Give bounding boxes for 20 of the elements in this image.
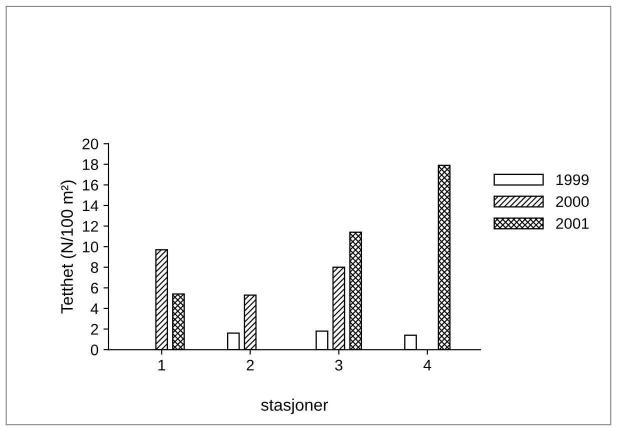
y-tick-label: 2 xyxy=(91,324,98,335)
y-axis-title: Tetthet (N/100 m²) xyxy=(60,180,76,314)
y-tick-label: 20 xyxy=(82,138,98,150)
legend-label: 2001 xyxy=(556,218,589,229)
y-tick-label: 12 xyxy=(82,220,98,232)
y-tick-label: 6 xyxy=(91,282,98,294)
y-tick-label: 18 xyxy=(82,159,98,170)
y-tick-label: 0 xyxy=(90,344,98,356)
y-tick-label: 8 xyxy=(90,262,98,273)
x-tick-label: 1 xyxy=(158,360,166,370)
y-tick-label: 10 xyxy=(82,242,98,252)
x-tick-label: 3 xyxy=(335,360,342,371)
legend-label: 2000 xyxy=(556,196,589,208)
x-tick-label: 2 xyxy=(246,360,254,370)
y-tick-label: 4 xyxy=(90,303,98,314)
x-tick-label: 4 xyxy=(423,360,432,370)
x-axis-title: stasjoner xyxy=(261,398,328,414)
y-tick-label: 16 xyxy=(82,180,98,191)
y-tick-label: 14 xyxy=(82,200,98,212)
legend-label: 1999 xyxy=(556,174,589,186)
